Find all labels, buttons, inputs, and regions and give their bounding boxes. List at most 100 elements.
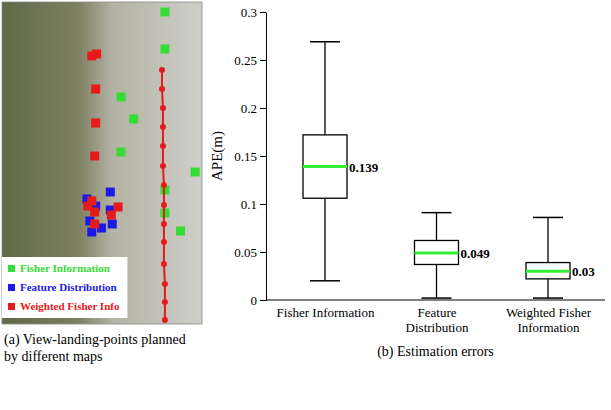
point — [91, 85, 100, 94]
whisker — [436, 213, 437, 241]
y-axis: 0 0.05 0.1 0.15 0.2 0.25 0.3 — [234, 5, 266, 308]
point — [161, 182, 167, 188]
data-label: 0.049 — [461, 246, 491, 261]
panel-a: Fisher Information Feature Distribution We… — [2, 2, 202, 324]
point — [92, 50, 101, 59]
tick-label: FeatureDistribution — [406, 305, 469, 335]
tick: 0.3 — [241, 5, 266, 20]
point — [160, 8, 169, 17]
tick-mark — [260, 204, 266, 205]
whisker-cap — [422, 297, 452, 299]
point — [160, 163, 166, 169]
legend-marker — [8, 303, 15, 310]
tick: Weighted FisherInformation — [506, 300, 592, 335]
legend-label: Feature Distribution — [20, 281, 117, 293]
tick: 0.25 — [234, 53, 266, 68]
tick-label: 0.05 — [234, 245, 257, 260]
median-line — [415, 251, 459, 254]
point — [90, 220, 99, 229]
point — [160, 45, 169, 54]
whisker — [324, 42, 325, 135]
caption: (b) Estimation errors — [377, 344, 494, 360]
caption: (a) View-landing-points plannedby differ… — [4, 332, 186, 364]
point — [161, 202, 167, 208]
whisker — [547, 217, 548, 262]
tick: 0 — [251, 293, 267, 308]
tick-label: Weighted FisherInformation — [506, 305, 592, 335]
plot-frame — [2, 2, 202, 324]
point — [161, 221, 167, 227]
panel-b: 0 0.05 0.1 0.15 0.2 0.25 0.3 Fisher Information… — [209, 5, 605, 360]
tick: 0.1 — [241, 197, 266, 212]
tick-mark — [260, 108, 266, 109]
point — [114, 203, 123, 212]
axis-title: APE(m) — [209, 131, 226, 181]
data-label: 0.139 — [349, 160, 379, 175]
point — [191, 168, 200, 177]
point — [160, 124, 166, 130]
point — [162, 299, 168, 305]
whisker — [324, 198, 325, 281]
data-label: 0.03 — [572, 264, 595, 279]
whisker-cap — [310, 280, 340, 282]
tick: 0.2 — [241, 101, 266, 116]
median-line — [526, 270, 570, 273]
x-axis: Fisher Information FeatureDistribution Wei… — [266, 300, 605, 335]
aerial-background — [2, 2, 202, 324]
data-labels: 0.139 0.049 0.03 — [349, 160, 595, 280]
point — [160, 143, 166, 149]
tick-mark — [260, 252, 266, 253]
tick: Fisher Information — [277, 300, 375, 320]
point — [162, 317, 168, 323]
point — [161, 261, 167, 267]
point — [161, 239, 167, 245]
point — [117, 93, 126, 102]
point — [160, 105, 166, 111]
point — [176, 227, 185, 236]
point — [107, 211, 116, 220]
point — [159, 67, 165, 73]
point — [108, 220, 117, 229]
point — [162, 281, 168, 287]
box — [526, 263, 570, 279]
point — [83, 202, 92, 211]
tick-label: 0.15 — [234, 149, 257, 164]
axis-line — [266, 13, 267, 301]
tick-label: 0.2 — [241, 101, 257, 116]
whisker-cap — [422, 212, 452, 214]
boxes — [303, 42, 570, 298]
tick-mark — [260, 156, 266, 157]
legend: Fisher Information Feature Distribution We… — [2, 257, 127, 318]
point — [91, 119, 100, 128]
legend-label: Weighted Fisher Info — [20, 300, 120, 312]
tick-label: 0.1 — [241, 197, 257, 212]
legend-marker — [8, 284, 15, 291]
point — [106, 188, 115, 197]
tick-mark — [260, 60, 266, 61]
tick: 0.15 — [234, 149, 266, 164]
point — [87, 228, 96, 237]
tick-mark — [260, 300, 266, 301]
median-line — [303, 165, 347, 168]
figure: Fisher Information Feature Distribution We… — [0, 0, 611, 410]
point — [159, 86, 165, 92]
point — [90, 152, 99, 161]
box — [415, 240, 459, 264]
legend-label: Fisher Information — [20, 262, 110, 274]
axis-line — [266, 300, 605, 301]
whisker — [547, 279, 548, 298]
tick-mark — [260, 12, 266, 13]
tick: FeatureDistribution — [406, 300, 469, 335]
whisker-cap — [310, 41, 340, 43]
tick: 0.05 — [234, 245, 266, 260]
tick-label: 0 — [251, 293, 258, 308]
legend-marker — [8, 265, 15, 272]
box — [303, 135, 347, 198]
tick-label: Fisher Information — [277, 305, 375, 320]
point — [117, 148, 126, 157]
legend-background — [2, 257, 127, 318]
whisker-cap — [533, 217, 563, 219]
tick-label: 0.3 — [241, 5, 257, 20]
whisker-cap — [533, 297, 563, 299]
tick-label: 0.25 — [234, 53, 257, 68]
